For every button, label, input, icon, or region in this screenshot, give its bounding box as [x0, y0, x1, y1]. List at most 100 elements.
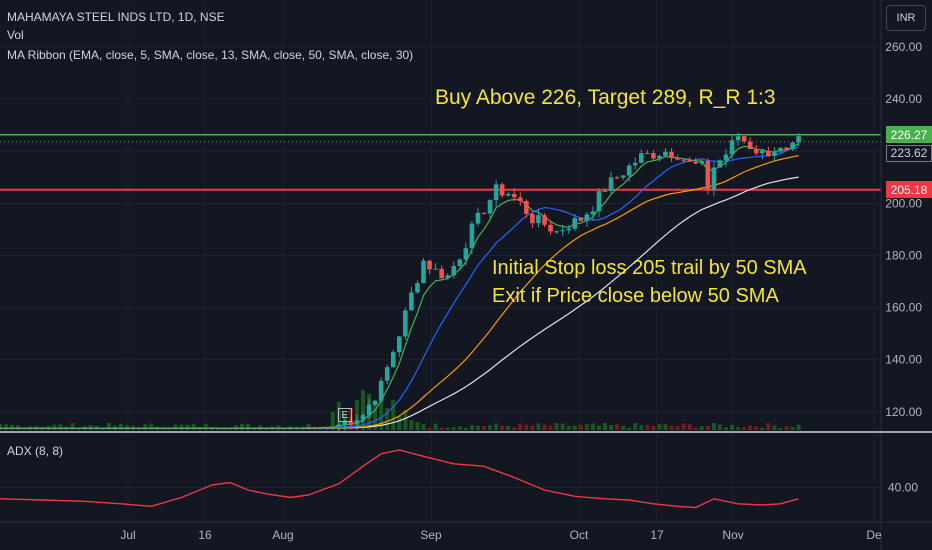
candle — [560, 224, 565, 237]
candle — [675, 154, 680, 161]
volume-bar — [403, 410, 408, 430]
volume-bar — [143, 424, 148, 430]
volume-bar — [699, 426, 704, 430]
volume-bar — [306, 424, 311, 430]
volume-bar — [463, 427, 468, 430]
time-tick-label: 17 — [650, 528, 664, 542]
volume-bar — [409, 420, 414, 430]
volume-bar — [681, 423, 686, 430]
candle — [554, 230, 559, 235]
candle — [360, 412, 366, 423]
candle-body — [796, 136, 801, 143]
volume-bars — [0, 390, 801, 430]
volume-bar — [566, 425, 571, 430]
candle — [397, 335, 402, 357]
candle — [596, 188, 602, 217]
volume-bar — [609, 424, 614, 430]
candle-body — [675, 157, 680, 160]
currency-button[interactable]: INR — [886, 5, 926, 31]
symbol-title: MAHAMAYA STEEL INDS LTD, 1D, NSE — [7, 10, 225, 24]
price-tick-label: 260.00 — [885, 40, 922, 54]
volume-bar — [730, 424, 735, 430]
support-price-tag: 205.18 — [886, 181, 932, 199]
price-tick-label: 180.00 — [885, 248, 922, 262]
volume-bar — [615, 423, 620, 430]
volume-bar — [500, 425, 505, 430]
candle-body — [657, 156, 662, 159]
candle — [620, 175, 626, 180]
candle-body — [760, 150, 765, 154]
candle — [524, 199, 529, 218]
volume-bar — [742, 426, 747, 430]
candle — [572, 213, 578, 232]
volume-bar — [784, 426, 789, 430]
time-tick-label: Sep — [420, 528, 442, 542]
volume-bar — [161, 427, 166, 430]
candle — [681, 159, 686, 164]
volume-bar — [203, 423, 208, 430]
volume-bar — [76, 427, 81, 430]
candle — [354, 414, 360, 426]
earnings-marker[interactable]: E — [337, 408, 352, 422]
candle-body — [433, 268, 438, 270]
volume-bar — [512, 427, 517, 430]
candle-body — [530, 213, 535, 224]
volume-bar — [0, 423, 2, 430]
candle — [796, 132, 801, 146]
candle — [747, 137, 753, 150]
candle — [493, 180, 499, 207]
candle — [705, 158, 711, 195]
candle — [487, 199, 493, 219]
candle — [536, 208, 541, 228]
candle — [415, 280, 420, 294]
candle — [639, 149, 644, 164]
candle — [626, 163, 632, 182]
volume-bar — [149, 423, 154, 430]
candle — [741, 136, 747, 144]
candle-body — [669, 151, 674, 158]
volume-bar — [488, 425, 493, 430]
volume-bar — [645, 424, 650, 430]
time-tick-label: Jul — [120, 528, 135, 542]
candle — [614, 175, 620, 180]
candle — [427, 259, 432, 275]
volume-bar — [717, 424, 722, 430]
volume-bar — [542, 424, 547, 430]
candle-body — [463, 248, 469, 260]
volume-bar — [361, 390, 365, 430]
candle-body — [632, 162, 638, 166]
candle-body — [572, 217, 578, 229]
candle-body — [729, 140, 735, 155]
volume-bar — [379, 396, 384, 430]
candle — [390, 349, 396, 368]
candle — [366, 398, 372, 419]
candle-body — [384, 367, 390, 381]
volume-bar — [421, 424, 426, 430]
candle-body — [578, 217, 584, 221]
volume-bar — [554, 423, 559, 430]
candle-body — [626, 165, 632, 176]
volume-bar — [711, 423, 716, 430]
volume-bar — [536, 423, 541, 430]
candle-body — [602, 191, 608, 193]
candle-body — [542, 215, 547, 225]
adx-label: ADX (8, 8) — [7, 444, 64, 458]
volume-bar — [736, 427, 741, 430]
candle-body — [427, 260, 432, 270]
candle — [445, 273, 450, 280]
volume-bar — [494, 423, 499, 430]
volume-bar — [324, 427, 329, 430]
candle-body — [753, 149, 759, 154]
indicator-legend: MA Ribbon (EMA, close, 5, SMA, close, 13… — [7, 48, 414, 62]
candle-body — [475, 212, 481, 224]
candle — [657, 154, 662, 162]
candle-body — [524, 201, 529, 214]
candle-body — [566, 228, 571, 231]
candle-body — [366, 404, 372, 416]
candle-body — [723, 154, 729, 161]
candle — [766, 146, 771, 157]
candle — [469, 221, 475, 255]
candle-body — [518, 197, 523, 202]
candle-body — [445, 275, 450, 279]
volume-bar — [52, 424, 57, 430]
